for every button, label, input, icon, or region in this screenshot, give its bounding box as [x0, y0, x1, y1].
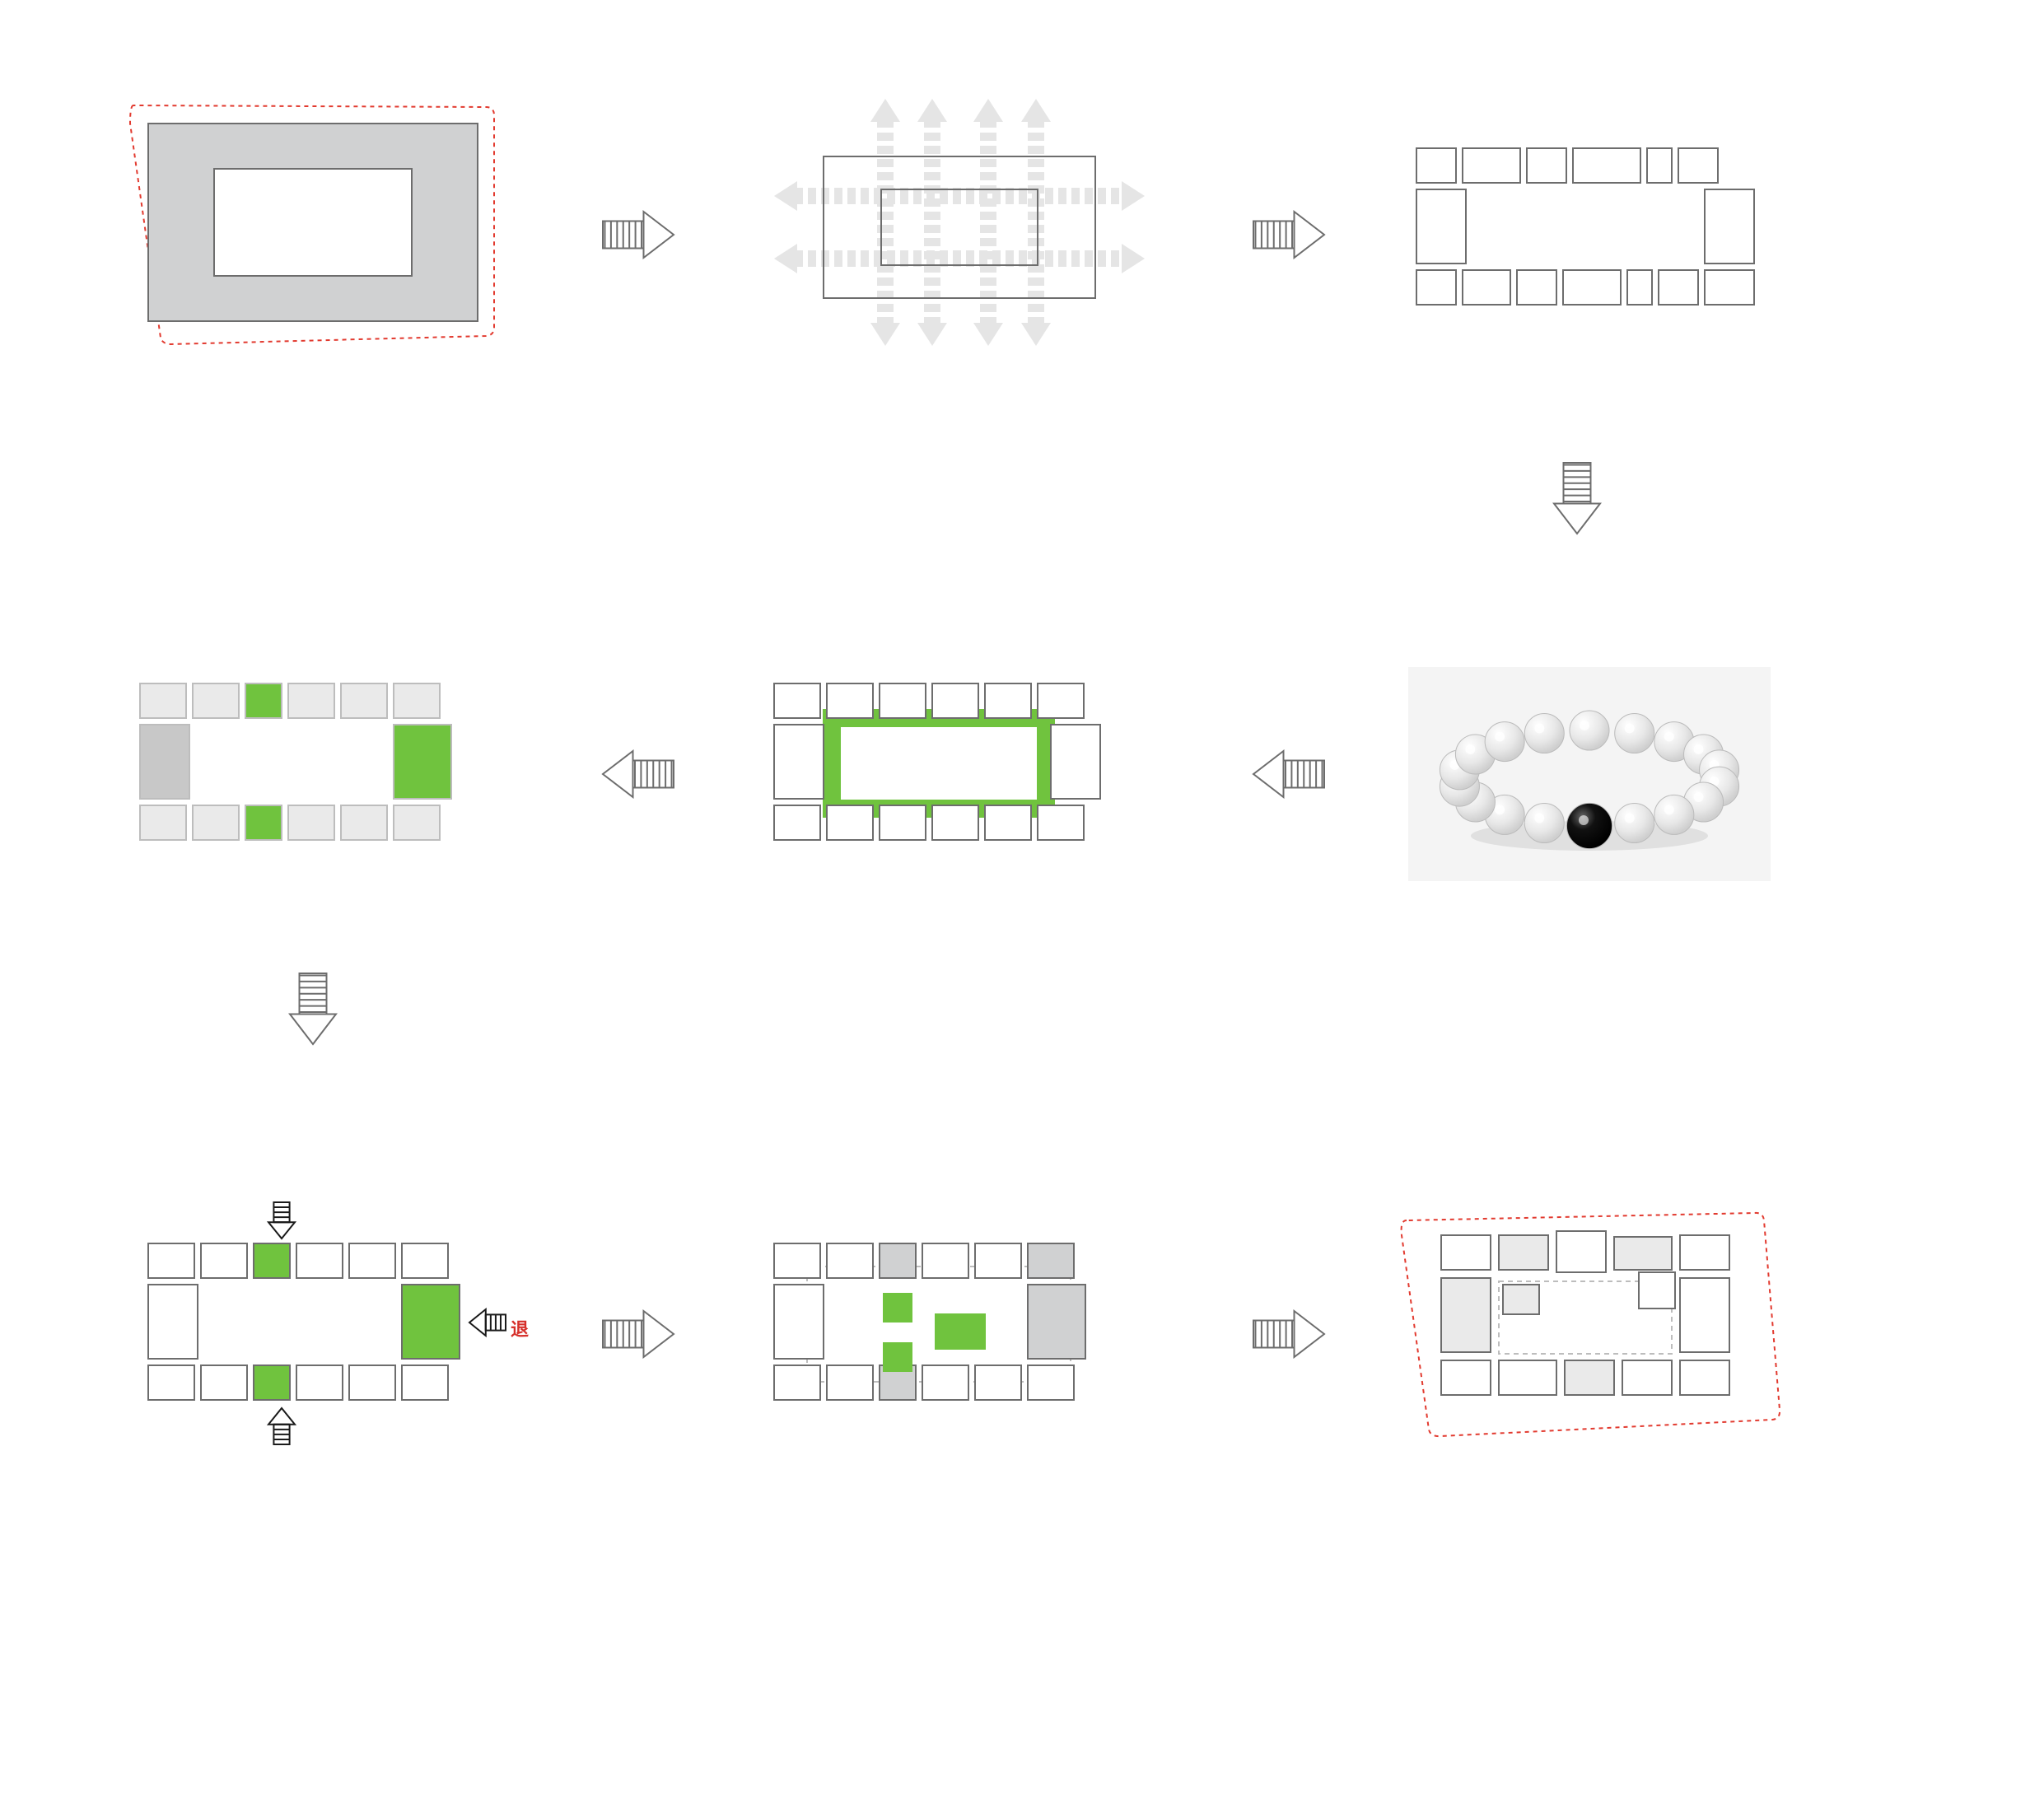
- arrow-8-9: [1252, 1309, 1326, 1359]
- step-5: [758, 675, 1120, 856]
- arrow-5-6: [601, 749, 675, 799]
- svg-text:退: 退: [511, 1319, 529, 1340]
- step-2: [749, 74, 1161, 371]
- step-3: [1408, 140, 1771, 321]
- arrow-6-7: [288, 972, 338, 1046]
- step-8: [758, 1235, 1120, 1416]
- step-4-bracelet: [1408, 667, 1771, 881]
- arrow-7-8: [601, 1309, 675, 1359]
- arrow-3-4: [1552, 461, 1602, 535]
- step-1: [124, 99, 502, 346]
- arrow-1-2: [601, 210, 675, 259]
- arrow-4-5: [1252, 749, 1326, 799]
- diagram-canvas: 退: [124, 99, 1919, 1696]
- step-9: [1392, 1202, 1787, 1441]
- arrow-2-3: [1252, 210, 1326, 259]
- step-6: [124, 675, 502, 856]
- step-7: 退: [124, 1194, 535, 1458]
